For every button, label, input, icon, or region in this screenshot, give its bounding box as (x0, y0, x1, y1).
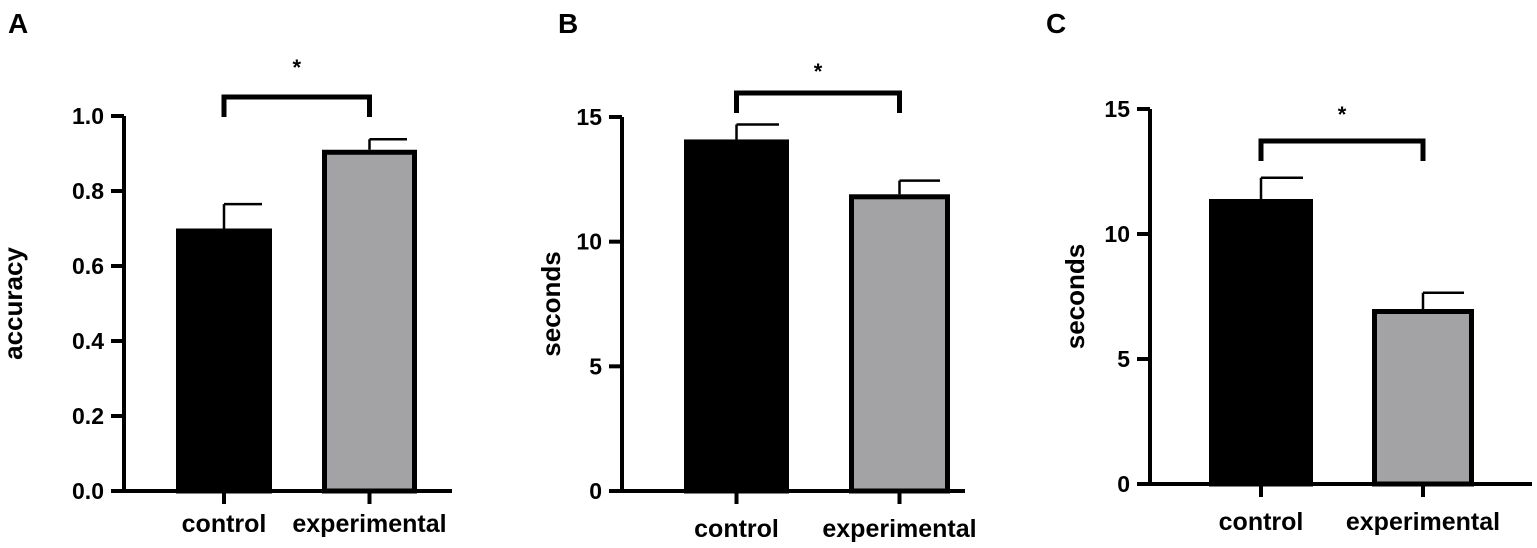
y-tick-label: 10 (1104, 221, 1130, 247)
significance-bracket (1258, 138, 1426, 161)
y-tick-label: 0 (589, 478, 602, 504)
x-tick-label: control (694, 515, 779, 543)
bar-experimental (849, 194, 950, 494)
y-tick-label: 5 (1117, 346, 1130, 372)
y-tick-label: 0.0 (72, 478, 104, 504)
y-tick-label: 15 (576, 104, 602, 130)
panel-letter: B (558, 8, 578, 39)
bar-experimental (322, 149, 417, 494)
y-tick-label: 0.4 (72, 328, 104, 354)
y-axis-label: seconds (1060, 244, 1090, 350)
significance-star: * (814, 59, 823, 84)
x-tick-label: control (1219, 508, 1304, 536)
bar-control (1209, 199, 1313, 487)
x-tick-label: experimental (292, 510, 446, 538)
x-tick-label: experimental (822, 515, 976, 543)
y-tick-label: 0.8 (72, 178, 104, 204)
x-tick-label: control (182, 510, 267, 538)
bar-control (684, 139, 789, 494)
significance-star: * (292, 55, 301, 80)
y-tick-label: 5 (589, 353, 602, 379)
significance-bracket (221, 94, 372, 117)
y-axis-label: accuracy (0, 247, 28, 360)
significance-star: * (1338, 102, 1347, 127)
y-tick-label: 0.2 (72, 403, 104, 429)
y-tick-label: 0.6 (72, 253, 104, 279)
panel-letter: A (8, 8, 28, 39)
panel-letter: C (1046, 8, 1066, 39)
y-axis-label: seconds (536, 251, 566, 357)
bar-experimental (1372, 309, 1474, 487)
y-tick-label: 10 (576, 229, 602, 255)
y-tick-label: 15 (1104, 96, 1130, 122)
significance-bracket (734, 90, 902, 113)
y-tick-label: 0 (1117, 471, 1130, 497)
y-tick-label: 1.0 (72, 103, 104, 129)
x-tick-label: experimental (1346, 508, 1500, 536)
bar-control (176, 228, 272, 494)
